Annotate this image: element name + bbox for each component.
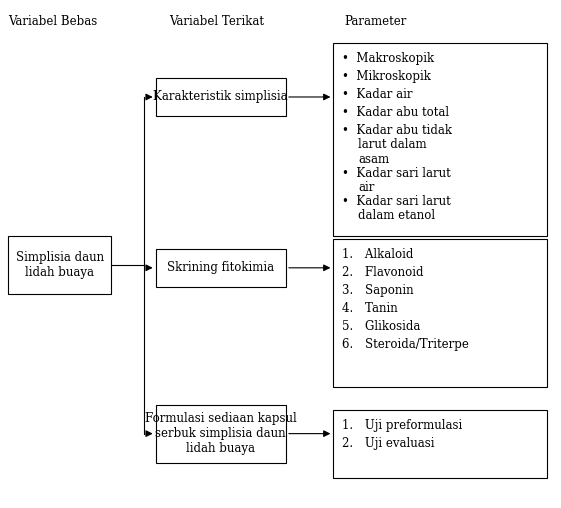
Text: Parameter: Parameter: [344, 15, 407, 28]
Text: Formulasi sediaan kapsul
serbuk simplisia daun
lidah buaya: Formulasi sediaan kapsul serbuk simplisi…: [145, 412, 297, 455]
Text: 3. Saponin: 3. Saponin: [342, 284, 413, 297]
Text: •  Kadar abu total: • Kadar abu total: [342, 106, 449, 119]
Text: larut dalam: larut dalam: [358, 139, 427, 151]
Text: 1. Alkaloid: 1. Alkaloid: [342, 248, 413, 261]
Text: dalam etanol: dalam etanol: [358, 209, 435, 222]
FancyBboxPatch shape: [155, 78, 286, 116]
Text: asam: asam: [358, 152, 389, 166]
FancyBboxPatch shape: [333, 410, 547, 478]
Text: •  Makroskopik: • Makroskopik: [342, 52, 434, 65]
FancyBboxPatch shape: [333, 239, 547, 387]
FancyBboxPatch shape: [155, 249, 286, 287]
Text: Variabel Bebas: Variabel Bebas: [8, 15, 98, 28]
FancyBboxPatch shape: [8, 236, 111, 294]
Text: Variabel Terikat: Variabel Terikat: [169, 15, 264, 28]
Text: •  Mikroskopik: • Mikroskopik: [342, 70, 430, 83]
Text: Skrining fitokimia: Skrining fitokimia: [167, 261, 274, 274]
Text: air: air: [358, 181, 375, 194]
Text: 2. Flavonoid: 2. Flavonoid: [342, 266, 423, 279]
Text: 6. Steroida/Triterpe: 6. Steroida/Triterpe: [342, 338, 468, 352]
Text: •  Kadar sari larut: • Kadar sari larut: [342, 195, 450, 208]
Text: •  Kadar sari larut: • Kadar sari larut: [342, 167, 450, 179]
Text: •  Kadar abu tidak: • Kadar abu tidak: [342, 124, 452, 137]
Text: Simplisia daun
lidah buaya: Simplisia daun lidah buaya: [16, 251, 104, 279]
FancyBboxPatch shape: [333, 43, 547, 236]
Text: Karakteristik simplisia: Karakteristik simplisia: [154, 90, 288, 104]
FancyBboxPatch shape: [155, 405, 286, 462]
Text: •  Kadar air: • Kadar air: [342, 88, 412, 101]
Text: 1. Uji preformulasi: 1. Uji preformulasi: [342, 419, 462, 432]
Text: 5. Glikosida: 5. Glikosida: [342, 321, 420, 333]
Text: 2. Uji evaluasi: 2. Uji evaluasi: [342, 437, 434, 450]
Text: 4. Tanin: 4. Tanin: [342, 302, 397, 315]
